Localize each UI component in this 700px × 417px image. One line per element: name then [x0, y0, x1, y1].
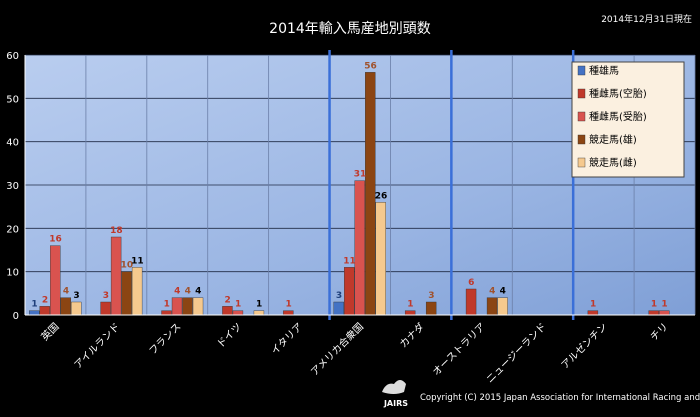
- bar: [182, 297, 193, 316]
- bar: [232, 310, 244, 316]
- x-tick-label: ニュージーランド: [484, 321, 549, 386]
- data-label: 1: [651, 300, 657, 310]
- legend-swatch: [577, 157, 586, 168]
- bar: [648, 310, 659, 316]
- data-label: 1: [407, 300, 413, 310]
- bar: [29, 310, 40, 316]
- x-tick-label: 英国: [38, 320, 61, 343]
- bar: [192, 297, 204, 316]
- date-note: 2014年12月31日現在: [601, 13, 692, 25]
- data-label: 1: [235, 300, 241, 310]
- data-label: 3: [103, 291, 109, 301]
- data-label: 1: [164, 300, 170, 310]
- x-tick-label: フランス: [147, 321, 184, 358]
- data-label: 10: [121, 261, 134, 271]
- data-label: 6: [468, 278, 474, 288]
- data-label: 11: [343, 256, 356, 266]
- bar: [344, 267, 355, 316]
- data-label: 2: [225, 295, 231, 305]
- legend-label: 種雌馬(空胎): [589, 87, 647, 100]
- legend-box: [571, 61, 685, 178]
- chart-title: 2014年輸入馬産地別頭数: [269, 21, 431, 37]
- data-label: 16: [49, 235, 62, 245]
- bar: [110, 236, 122, 316]
- bar: [39, 306, 50, 316]
- x-tick-label: イタリア: [269, 321, 305, 357]
- bar: [587, 310, 599, 316]
- data-label: 56: [364, 61, 377, 71]
- legend-swatch: [577, 111, 586, 122]
- bar: [497, 297, 508, 316]
- legend-label: 種雄馬: [589, 64, 619, 77]
- bar: [465, 288, 477, 316]
- bar: [354, 180, 365, 316]
- y-tick-label: 10: [6, 268, 19, 279]
- legend-label: 競走馬(雄): [589, 133, 637, 146]
- legend-label: 競走馬(雌): [589, 156, 637, 169]
- bar: [50, 245, 61, 316]
- data-label: 31: [354, 170, 367, 180]
- x-tick-label: オーストラリア: [430, 321, 488, 379]
- x-tick-label: アイルランド: [72, 321, 123, 372]
- legend-label: 種雌馬(受胎): [589, 110, 647, 123]
- y-tick-label: 40: [6, 138, 19, 149]
- data-label: 11: [131, 256, 144, 266]
- data-label: 1: [590, 300, 596, 310]
- data-label: 4: [174, 287, 180, 297]
- bar: [171, 297, 183, 316]
- bar: [425, 301, 437, 316]
- data-label: 18: [110, 226, 123, 236]
- bar: [60, 297, 71, 316]
- bar: [161, 310, 172, 316]
- data-label: 4: [489, 287, 495, 297]
- bar: [486, 297, 498, 316]
- data-label: 1: [285, 300, 291, 310]
- bar: [283, 310, 294, 316]
- data-label: 4: [195, 287, 201, 297]
- bar: [659, 310, 670, 316]
- legend-swatch: [577, 134, 586, 145]
- data-label: 3: [336, 291, 342, 301]
- data-label: 1: [256, 300, 262, 310]
- x-tick-label: ドイツ: [215, 321, 244, 350]
- data-label: 4: [185, 287, 191, 297]
- data-label: 2: [42, 295, 48, 305]
- bar: [71, 301, 82, 316]
- data-label: 1: [661, 300, 667, 310]
- jairs-logo: JAIRS: [382, 380, 408, 408]
- bar: [131, 267, 143, 316]
- x-tick-label: アルゼンチン: [559, 321, 610, 372]
- x-tick-label: アメリカ合衆国: [308, 320, 366, 378]
- data-label: 26: [375, 191, 388, 201]
- data-label: 4: [500, 287, 506, 297]
- copyright-text: Copyright (C) 2015 Japan Association for…: [420, 393, 700, 403]
- legend-swatch: [577, 65, 586, 76]
- data-label: 3: [428, 291, 434, 301]
- y-tick-label: 60: [6, 51, 19, 62]
- bar: [100, 301, 111, 316]
- data-label: 4: [63, 287, 69, 297]
- bar: [253, 310, 265, 316]
- y-tick-label: 0: [13, 311, 19, 322]
- y-tick-label: 30: [6, 181, 19, 192]
- bar: [222, 306, 233, 316]
- bar: [333, 301, 344, 316]
- y-tick-label: 50: [6, 94, 19, 105]
- bar: [375, 202, 386, 316]
- data-label: 3: [73, 291, 79, 301]
- x-tick-label: チリ: [648, 321, 671, 344]
- logo-text: JAIRS: [383, 399, 408, 408]
- bar: [404, 310, 416, 316]
- y-tick-label: 20: [6, 224, 19, 235]
- x-tick-label: カナダ: [397, 320, 427, 350]
- legend-swatch: [577, 88, 586, 99]
- data-label: 1: [31, 300, 37, 310]
- bar: [121, 271, 132, 316]
- bars: [29, 72, 670, 316]
